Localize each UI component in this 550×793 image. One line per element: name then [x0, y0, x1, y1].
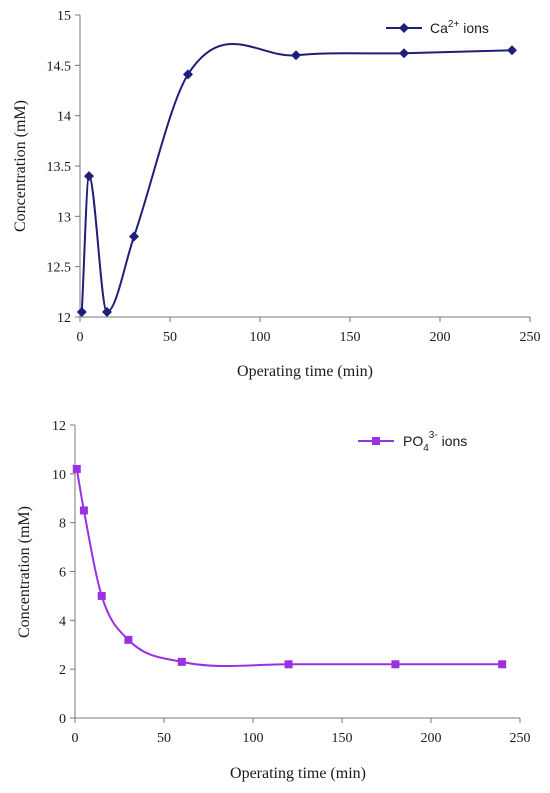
x-tick-label: 200 [430, 330, 451, 345]
x-axis-title: Operating time (min) [237, 363, 373, 380]
y-tick-label: 4 [59, 614, 66, 629]
x-tick-label: 200 [421, 731, 442, 746]
chart-calcium: Operating time (min) Concentration (mM) … [12, 9, 541, 380]
x-tick-label: 150 [332, 731, 353, 746]
chart-phosphate: Operating time (min) Concentration (mM) … [16, 419, 531, 782]
y-axis-title: Concentration (mM) [16, 506, 33, 638]
x-axis-title: Operating time (min) [230, 765, 366, 782]
y-tick-label: 0 [59, 712, 66, 727]
legend-label: Ca2+ ions [430, 19, 489, 36]
data-point [76, 306, 87, 317]
data-point [507, 45, 517, 56]
x-tick-label: 100 [243, 731, 264, 746]
legend: Ca2+ ions [386, 19, 489, 36]
x-tick-label: 250 [510, 731, 531, 746]
y-tick-label: 12 [52, 419, 66, 434]
data-point [183, 69, 193, 80]
y-tick-label: 6 [59, 566, 66, 581]
x-tick-label: 0 [77, 330, 84, 345]
legend-label: PO43- ions [403, 430, 467, 454]
y-tick-label: 12 [57, 311, 71, 326]
x-tick-label: 100 [250, 330, 271, 345]
x-tick-label: 150 [340, 330, 361, 345]
y-tick-label: 10 [52, 468, 66, 483]
legend: PO43- ions [358, 430, 467, 454]
data-point [284, 660, 293, 669]
data-point [391, 660, 400, 669]
legend-marker [372, 437, 380, 445]
y-tick-label: 14.5 [47, 59, 72, 74]
x-tick-label: 0 [72, 731, 79, 746]
data-point [291, 50, 301, 61]
data-point [84, 171, 94, 182]
x-tick-label: 50 [163, 330, 177, 345]
y-axis-title: Concentration (mM) [12, 100, 29, 232]
series-line [80, 43, 513, 313]
legend-marker [399, 23, 409, 33]
y-tick-label: 13 [57, 210, 71, 225]
data-point [129, 231, 139, 242]
data-point [124, 635, 133, 644]
y-tick-label: 12.5 [47, 261, 72, 276]
data-point [399, 48, 409, 59]
data-point [498, 660, 507, 669]
data-point [72, 464, 81, 473]
y-tick-label: 13.5 [47, 160, 72, 175]
x-tick-label: 50 [157, 731, 171, 746]
data-point [102, 306, 112, 317]
data-point [177, 657, 186, 666]
y-tick-label: 2 [59, 663, 66, 678]
data-point [97, 591, 106, 600]
data-point [79, 506, 88, 515]
y-tick-label: 8 [59, 517, 66, 532]
y-tick-label: 14 [57, 110, 71, 125]
x-tick-label: 250 [520, 330, 541, 345]
y-tick-label: 15 [57, 9, 71, 24]
